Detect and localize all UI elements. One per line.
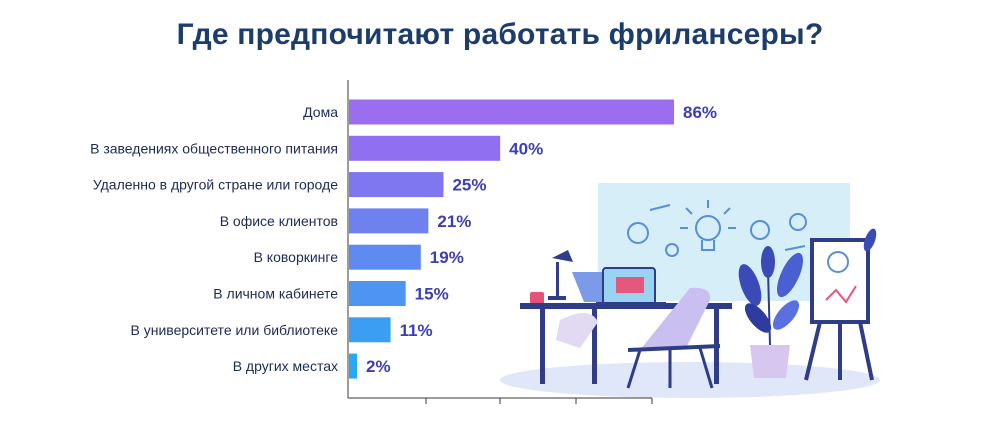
easel (804, 228, 877, 381)
bar (349, 317, 391, 343)
category-label: В других местах (233, 358, 338, 374)
value-label: 19% (430, 248, 464, 267)
idea-sketches (627, 200, 807, 257)
bar (349, 281, 406, 306)
value-label: 21% (437, 212, 471, 231)
bar (349, 244, 421, 270)
laptops (572, 267, 666, 306)
value-label: 86% (683, 103, 717, 122)
bar (349, 208, 429, 234)
value-label: 15% (415, 285, 449, 304)
plant (738, 246, 804, 378)
category-label: В офисе клиентов (220, 213, 338, 229)
lamp (548, 250, 573, 300)
value-label: 40% (509, 139, 543, 158)
category-label: Дома (303, 104, 338, 120)
bar (349, 172, 444, 198)
category-label: В университете или библиотеке (131, 322, 339, 338)
mug (530, 292, 544, 304)
value-label: 25% (452, 176, 486, 195)
bar (349, 99, 674, 125)
value-label: 11% (400, 321, 433, 340)
chart-title: Где предпочитают работать фрилансеры? (176, 18, 824, 51)
category-label: В личном кабинете (213, 286, 338, 302)
chairs (556, 287, 721, 389)
category-label: В заведениях общественного питания (90, 140, 338, 156)
bar (349, 135, 501, 161)
bars-group: Дома 86% В заведениях общественного питани… (90, 99, 717, 379)
category-label: Удаленно в другой стране или городе (93, 177, 338, 193)
bar (349, 353, 357, 379)
value-label: 2% (366, 357, 391, 376)
category-label: В коворкинге (254, 249, 339, 265)
